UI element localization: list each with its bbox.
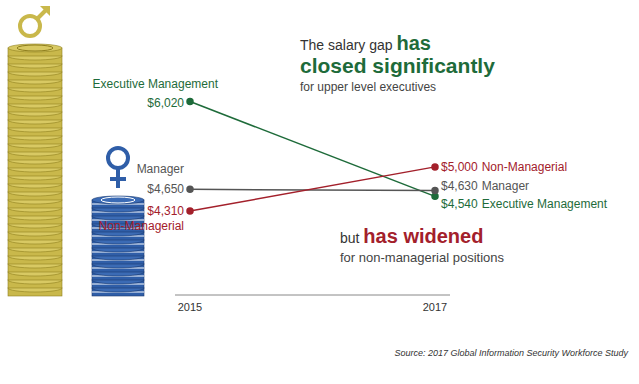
svg-text:for upper level executives: for upper level executives [300,80,436,94]
svg-text:closed significantly: closed significantly [300,54,495,77]
svg-text:for non-managerial positions: for non-managerial positions [340,250,505,265]
svg-text:$4,540Executive Management: $4,540Executive Management [441,197,608,211]
svg-text:$4,310: $4,310 [147,204,184,218]
svg-text:2017: 2017 [423,301,447,313]
svg-text:The salary gap has: The salary gap has [300,32,431,54]
svg-text:$6,020: $6,020 [147,96,184,110]
svg-text:$4,650: $4,650 [147,182,184,196]
svg-text:but has widened: but has widened [340,225,483,247]
svg-text:Executive Management: Executive Management [93,77,219,91]
svg-text:$4,630Manager: $4,630Manager [441,179,529,193]
svg-text:2015: 2015 [178,301,202,313]
svg-text:$5,000Non-Managerial: $5,000Non-Managerial [441,160,567,174]
svg-text:Source: 2017 Global Informatio: Source: 2017 Global Information Security… [394,348,628,358]
svg-text:Manager: Manager [137,162,184,176]
svg-text:Non-Managerial: Non-Managerial [99,219,184,233]
